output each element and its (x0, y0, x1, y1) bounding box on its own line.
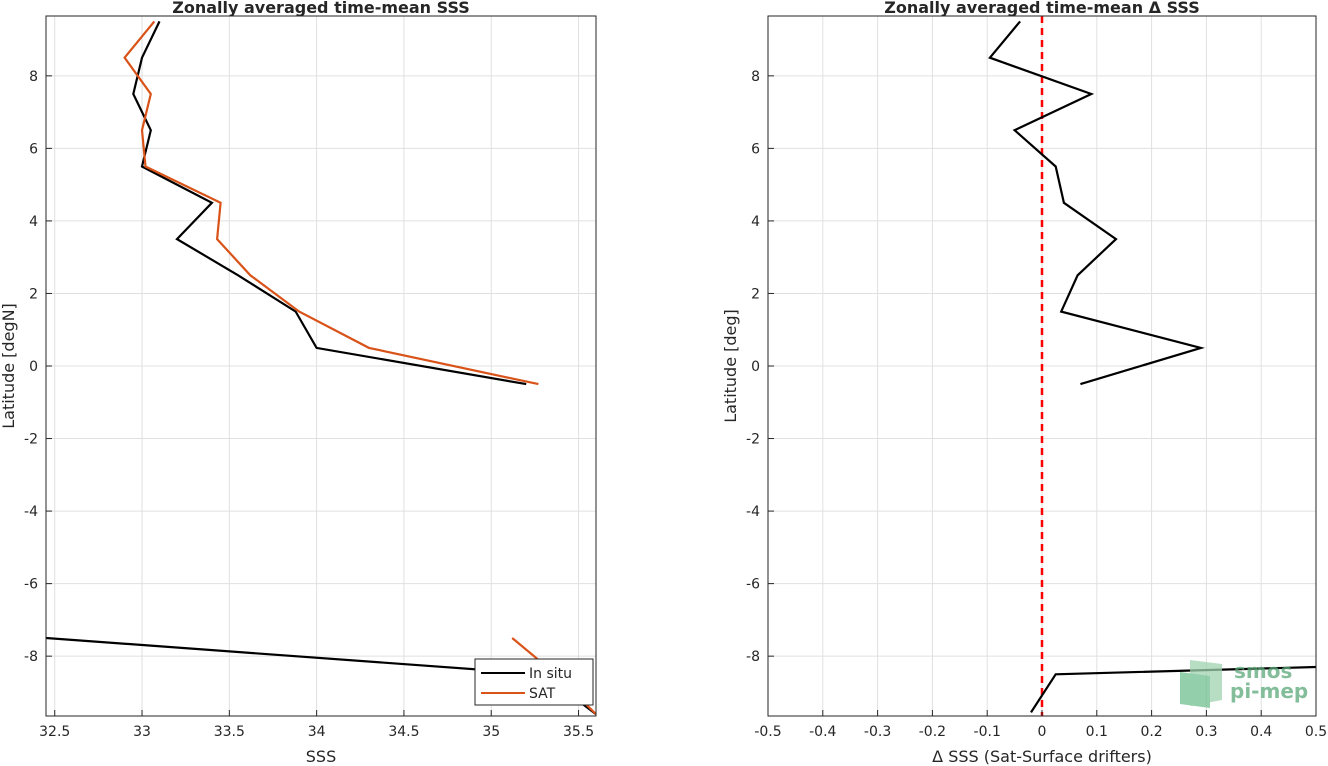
delta-x-tick-label: -0.5 (754, 724, 781, 740)
delta-y-tick-label: 0 (751, 359, 760, 375)
sss-chart-title: Zonally averaged time-mean SSS (172, 0, 470, 17)
sss-x-tick-label: 32.5 (39, 724, 70, 740)
delta-x-tick-label: 0.3 (1195, 724, 1217, 740)
delta-sss-panel: -0.5 -0.4 -0.3 -0.2 -0.1 0 0.1 0.2 0.3 0.4 0.5 -8 -6… (721, 0, 1327, 766)
sss-y-tick-label: 8 (29, 69, 38, 85)
sss-y-tick-label: -4 (24, 504, 38, 520)
sss-y-axis-label: Latitude [degN] (0, 303, 18, 429)
sss-y-tick-label: -6 (24, 577, 38, 593)
delta-y-axis-label: Latitude [deg] (721, 309, 740, 423)
delta-x-tick-label: 0.5 (1305, 724, 1327, 740)
legend-label-in-situ: In situ (529, 666, 572, 682)
sss-grid (46, 16, 596, 716)
in-situ-line (46, 20, 596, 716)
logo-text-pi-mep: pi-mep (1230, 679, 1308, 703)
sss-x-tick-label: 34.5 (388, 724, 419, 740)
delta-x-tick-label: 0.1 (1086, 724, 1108, 740)
sss-y-tick-label: 0 (29, 359, 38, 375)
delta-ticks: -0.5 -0.4 -0.3 -0.2 -0.1 0 0.1 0.2 0.3 0.4 0.5 -8 -6… (746, 69, 1327, 740)
sss-y-tick-label: -2 (24, 432, 38, 448)
delta-x-tick-label: -0.3 (864, 724, 891, 740)
delta-sss-line (988, 20, 1316, 713)
logo-text-smos: smos (1234, 659, 1292, 683)
sss-x-tick-label: 35.5 (563, 724, 594, 740)
legend: In situ SAT (474, 658, 594, 706)
delta-x-tick-label: -0.4 (809, 724, 836, 740)
delta-y-tick-label: 6 (751, 141, 760, 157)
delta-x-tick-label: -0.2 (919, 724, 946, 740)
legend-box (474, 658, 594, 706)
delta-y-tick-label: 2 (751, 286, 760, 302)
smos-pi-mep-logo: smos pi-mep (1180, 659, 1308, 708)
sss-x-tick-label: 33.5 (214, 724, 245, 740)
sss-x-tick-label: 34 (308, 724, 326, 740)
delta-x-axis-label: Δ SSS (Sat-Surface drifters) (932, 747, 1152, 766)
delta-y-tick-label: 8 (751, 69, 760, 85)
delta-x-tick-label: 0.2 (1140, 724, 1162, 740)
delta-x-tick-label: 0 (1038, 724, 1047, 740)
logo-shape-front (1180, 672, 1210, 708)
sss-y-tick-label: 2 (29, 286, 38, 302)
delta-y-tick-label: -6 (746, 577, 760, 593)
sss-ticks: 32.5 33 33.5 34 34.5 35 35.5 -8 -6 -4 -2 0 2 4 6 8 (24, 69, 594, 740)
sss-x-tick-label: 35 (482, 724, 500, 740)
delta-series (988, 16, 1316, 716)
delta-x-tick-label: 0.4 (1250, 724, 1272, 740)
sss-y-tick-label: 6 (29, 141, 38, 157)
delta-y-tick-label: -2 (746, 432, 760, 448)
sss-x-axis-label: SSS (306, 747, 336, 766)
sss-series (46, 20, 596, 716)
sat-line (123, 20, 596, 715)
sss-panel: 32.5 33 33.5 34 34.5 35 35.5 -8 -6 -4 -2 0 2 4 6 8 Zona… (0, 0, 597, 766)
delta-chart-title: Zonally averaged time-mean Δ SSS (884, 0, 1200, 17)
delta-y-tick-label: -8 (746, 649, 760, 665)
delta-y-tick-label: -4 (746, 504, 760, 520)
delta-y-tick-label: 4 (751, 214, 760, 230)
sss-y-tick-label: 4 (29, 214, 38, 230)
sss-y-tick-label: -8 (24, 649, 38, 665)
delta-x-tick-label: -0.1 (974, 724, 1001, 740)
legend-label-sat: SAT (529, 686, 556, 702)
sss-x-tick-label: 33 (133, 724, 151, 740)
